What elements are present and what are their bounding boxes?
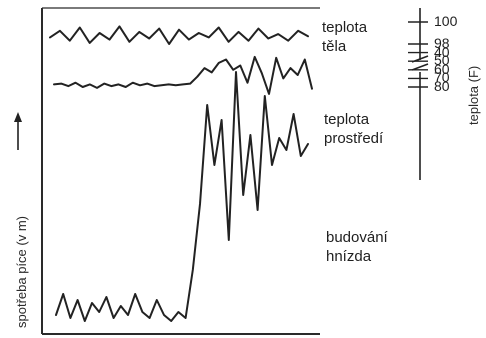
series-label-ambient-temp: teplota prostředí <box>324 110 383 148</box>
right-axis-tick-label: 98 <box>434 35 450 51</box>
series-label-nest-building: budování hnízda <box>326 228 388 266</box>
right-axis-tick-label: 70 <box>434 69 450 86</box>
series-label-ambient-temp-line1: teplota <box>324 111 370 128</box>
series-label-body-temp: teplota těla <box>322 18 367 56</box>
right-axis-label: teplota (F) <box>466 65 481 125</box>
right-axis-tick-label: 60 <box>434 60 450 77</box>
series-label-nest-building-line2: hnízda <box>326 248 372 265</box>
series-line-ambient-temp <box>53 55 313 95</box>
right-axis <box>408 8 429 180</box>
right-axis-tick-label: 100 <box>434 13 458 29</box>
series-label-ambient-temp-line2: prostředí <box>324 130 384 147</box>
axis-break-mark-2 <box>411 63 429 71</box>
series-line-nest-building <box>55 71 309 322</box>
series-label-nest-building-line1: budování <box>326 229 388 246</box>
right-axis-tick-label: 50 <box>434 52 450 69</box>
series-layer <box>49 25 313 322</box>
plot-frame <box>41 7 320 335</box>
series-label-body-temp-line2: těla <box>322 38 347 55</box>
left-axis-label: spotřeba píce (v m) <box>14 216 29 328</box>
right-axis-tick-label: 80 <box>434 78 450 94</box>
right-axis-tick-label: 40 <box>434 43 450 60</box>
series-label-body-temp-line1: teplota <box>322 19 368 36</box>
series-line-body-temp <box>49 25 309 45</box>
